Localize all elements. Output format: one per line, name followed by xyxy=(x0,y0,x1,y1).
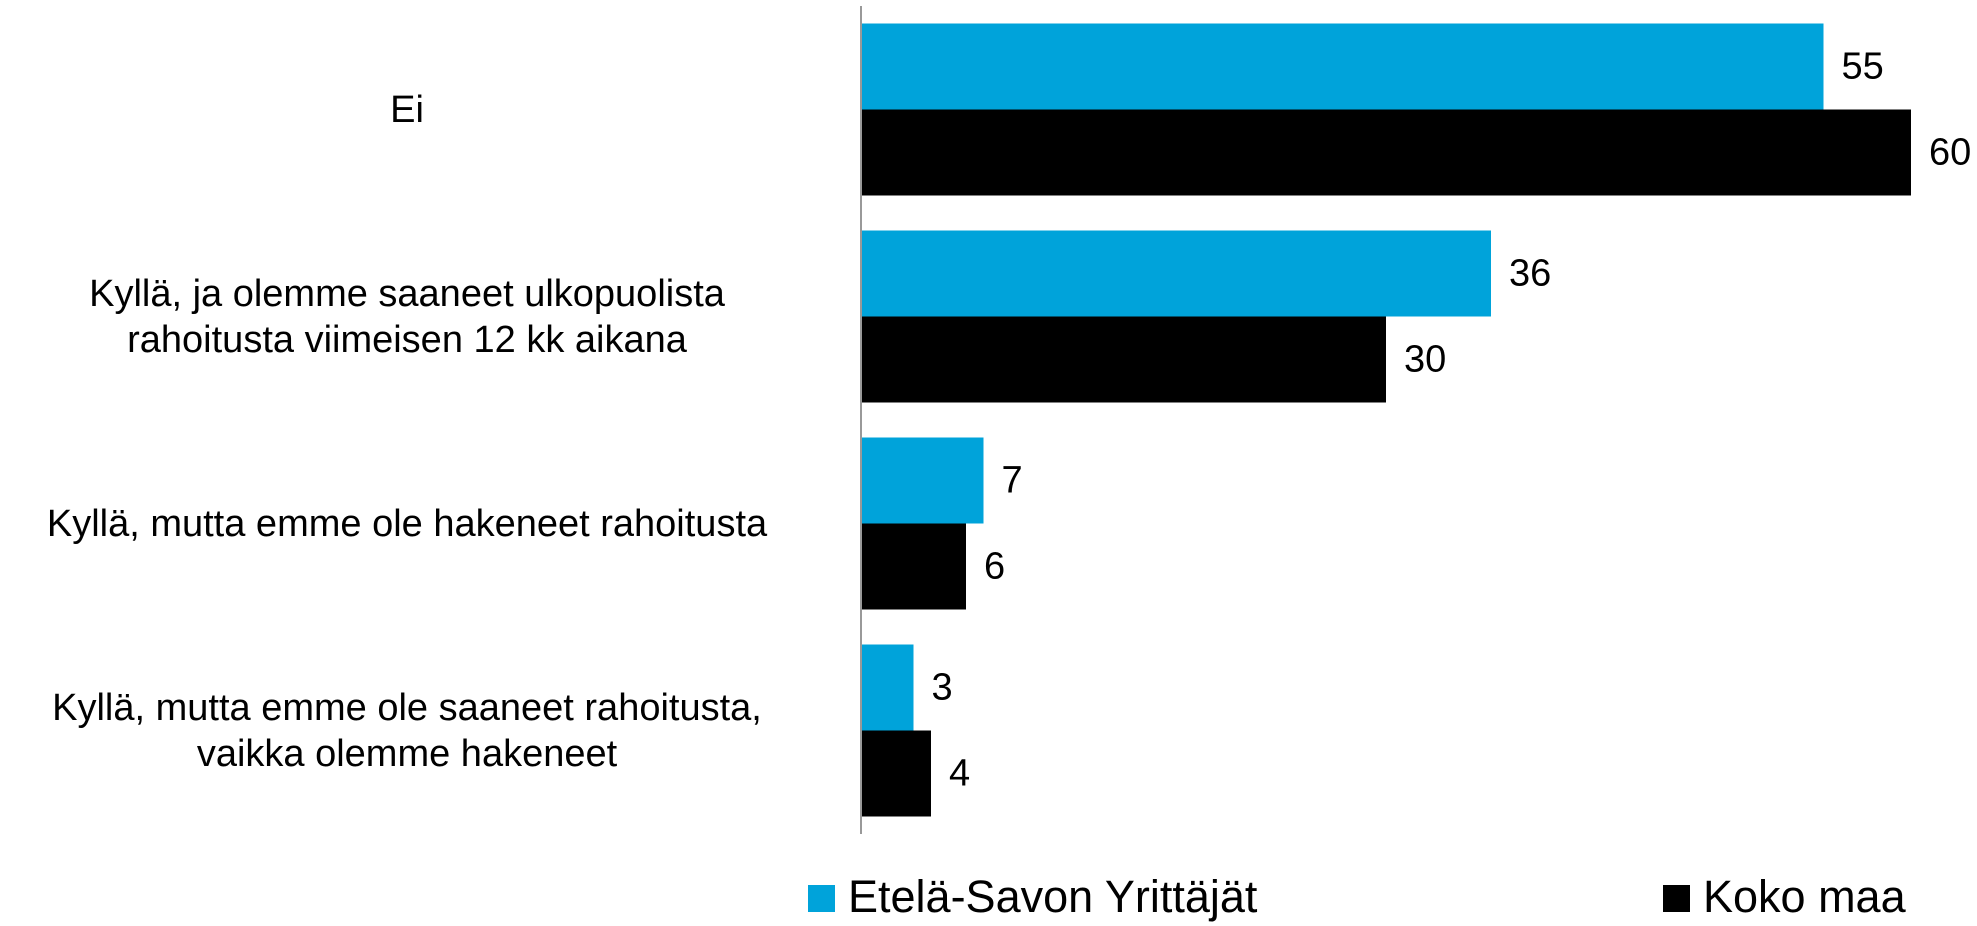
value-label: 6 xyxy=(984,546,1005,588)
legend-label: Etelä-Savon Yrittäjät xyxy=(848,871,1258,922)
value-label: 3 xyxy=(932,667,953,709)
category-label: Ei xyxy=(390,88,424,131)
bar xyxy=(861,523,966,610)
category-label: Kyllä, ja olemme saaneet ulkopuolista ra… xyxy=(89,272,725,361)
legend-swatch xyxy=(808,885,835,912)
bar xyxy=(861,316,1386,403)
legend-swatch xyxy=(1663,885,1690,912)
value-label: 60 xyxy=(1929,132,1971,174)
legend-label: Koko maa xyxy=(1703,871,1907,922)
value-label: 4 xyxy=(949,753,970,795)
value-label: 30 xyxy=(1404,339,1446,381)
bar xyxy=(861,109,1911,196)
bar xyxy=(861,644,914,731)
value-label: 36 xyxy=(1509,253,1551,295)
bar xyxy=(861,23,1824,110)
value-label: 55 xyxy=(1842,46,1884,88)
bar xyxy=(861,230,1491,317)
category-label: Kyllä, mutta emme ole saaneet rahoitusta… xyxy=(52,686,762,775)
value-label: 7 xyxy=(1002,460,1023,502)
bar xyxy=(861,730,931,817)
bar xyxy=(861,437,984,524)
category-label: Kyllä, mutta emme ole hakeneet rahoitust… xyxy=(46,502,768,545)
